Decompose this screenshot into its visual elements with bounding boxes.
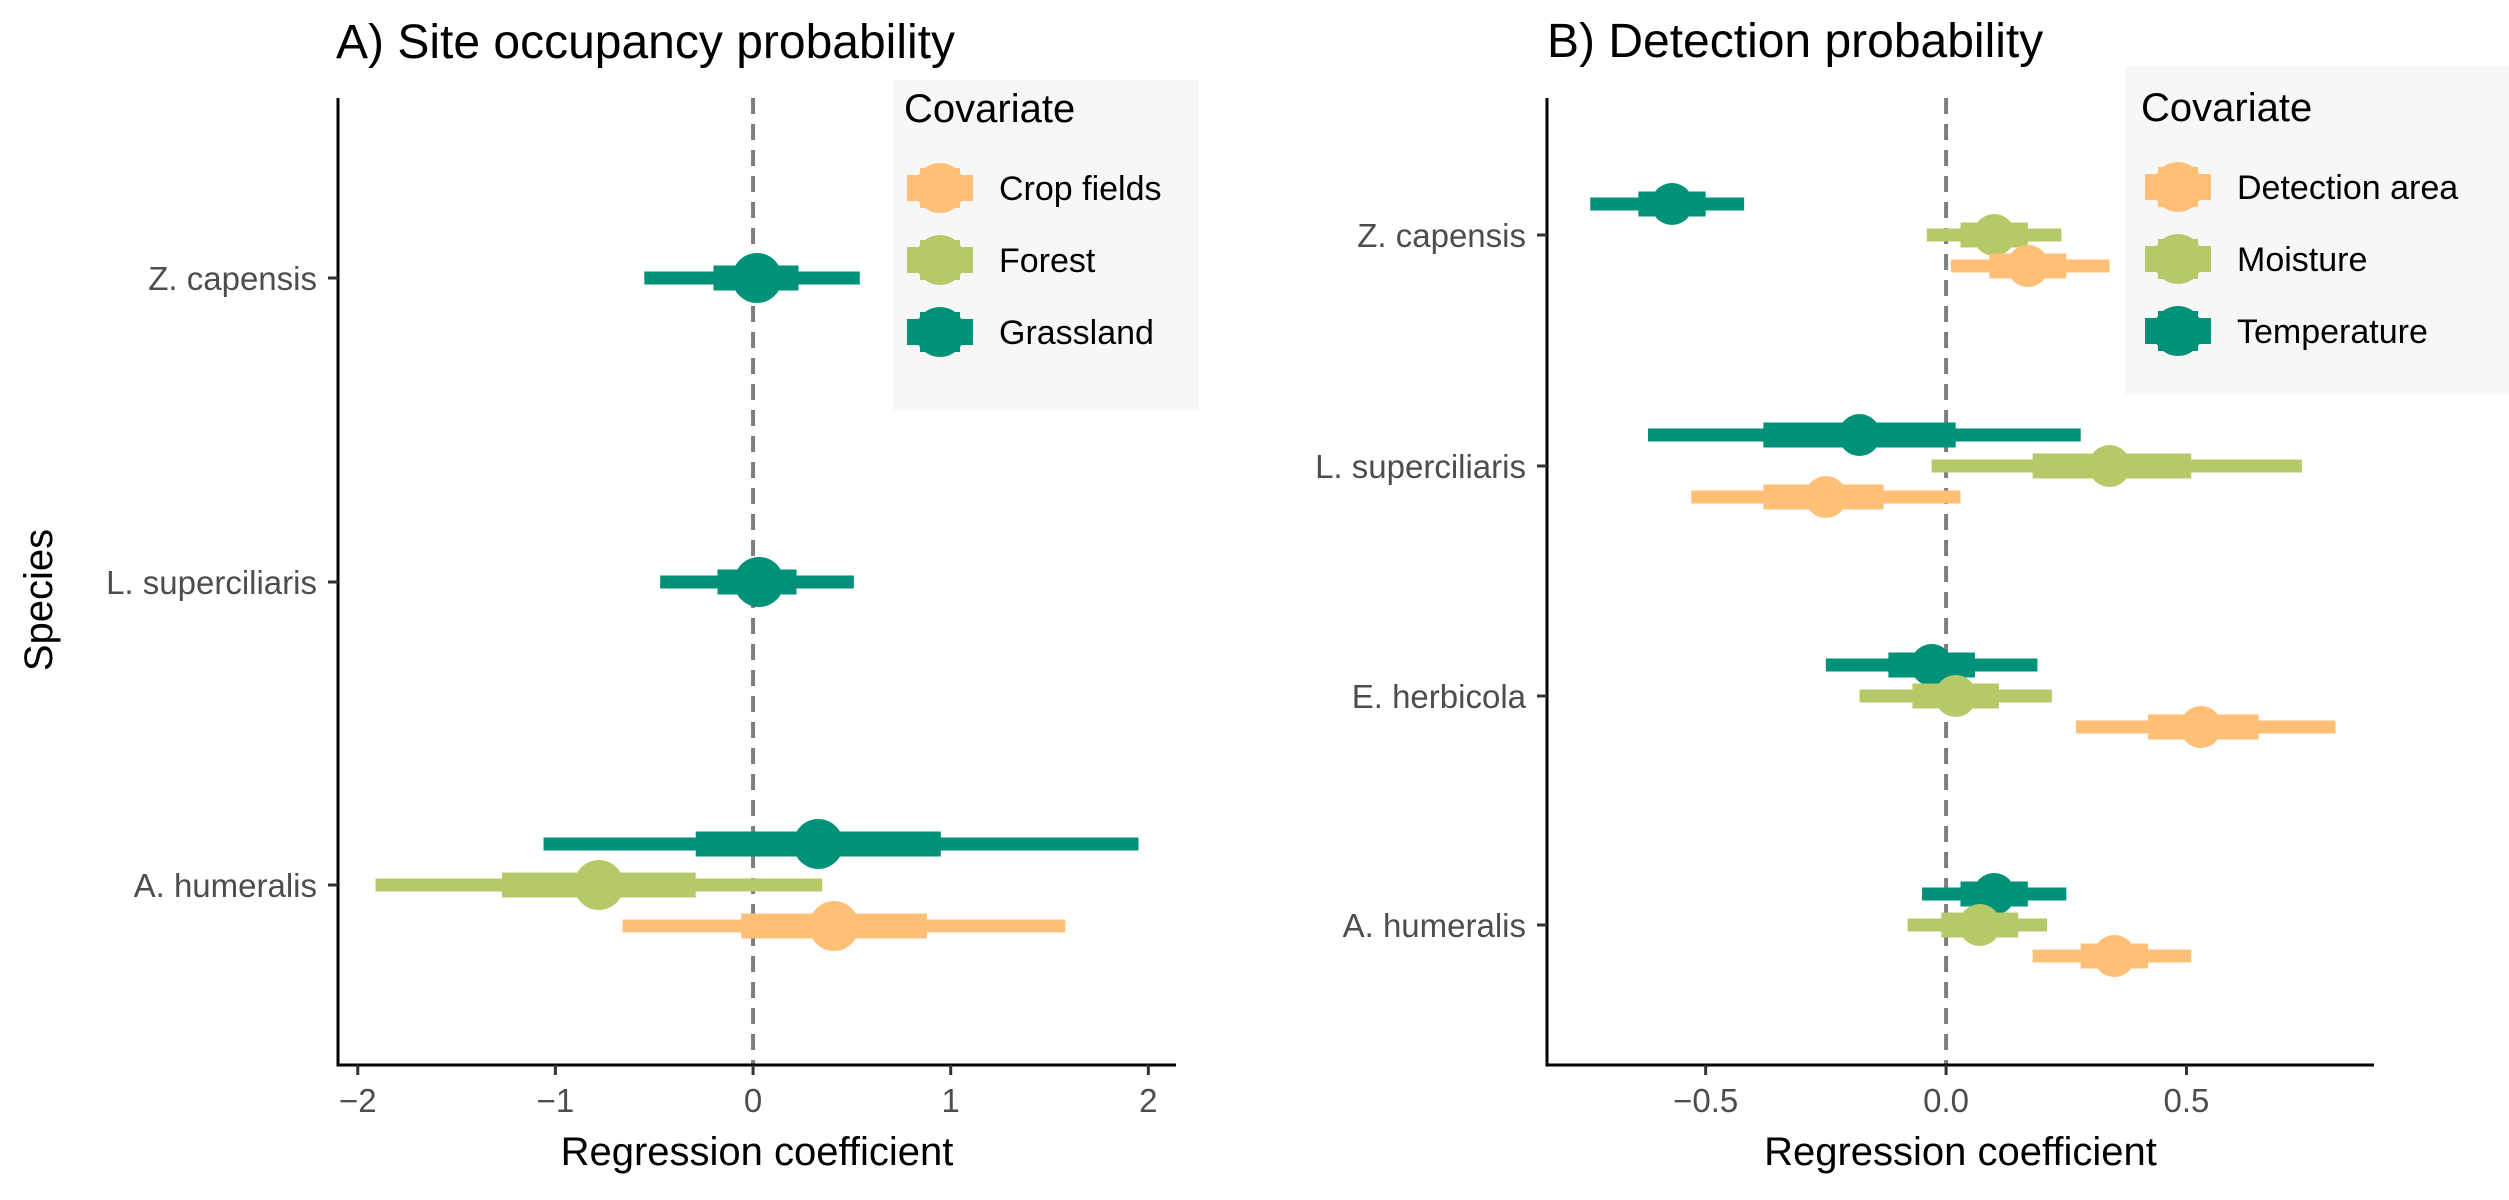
point-estimate: [1804, 476, 1847, 518]
p1-y-tick-label-e-herbicola: E. herbicola: [1352, 678, 1527, 715]
point-estimate: [1651, 183, 1694, 225]
p0-legend-title: Covariate: [904, 87, 1075, 131]
p1-estimate-detection-area-l-superciliaris: [1691, 476, 1961, 518]
p1-y-tick-label-a-humeralis: A. humeralis: [1343, 907, 1526, 944]
p1-legend-label-detection-area: Detection area: [2237, 169, 2458, 207]
p1-estimate-moisture-z-capensis: [1926, 214, 2062, 256]
point-estimate: [2088, 445, 2131, 487]
p1-legend-label-temperature: Temperature: [2237, 313, 2428, 351]
p0-x-tick-label: 1: [942, 1082, 960, 1119]
point-estimate: [1910, 644, 1953, 686]
point-estimate: [793, 819, 844, 869]
point-estimate: [1934, 675, 1977, 717]
p0-estimate-crop-fields-a-humeralis: [622, 901, 1066, 951]
point-estimate: [809, 901, 860, 951]
legend-key-dot: [915, 163, 965, 213]
p1-legend-title: Covariate: [2141, 86, 2312, 130]
p0-y-tick-label-a-humeralis: A. humeralis: [134, 867, 317, 904]
p1-estimate-moisture-l-superciliaris: [1931, 445, 2302, 487]
p0-estimate-grassland-l-superciliaris: [660, 557, 854, 607]
legend-key-dot: [915, 235, 965, 285]
p1-y-tick-label-z-capensis: Z. capensis: [1357, 217, 1526, 254]
p1-legend-label-moisture: Moisture: [2237, 241, 2367, 279]
p1-estimate-temperature-a-humeralis: [1922, 873, 2067, 915]
p0-legend-key-forest: [907, 235, 973, 285]
point-estimate: [1958, 904, 2001, 946]
legend-key-dot: [2153, 306, 2203, 356]
p0-legend-key-grassland: [907, 307, 973, 357]
point-estimate: [2093, 935, 2136, 977]
p0-legend-label-crop-fields: Crop fields: [999, 170, 1162, 208]
point-estimate: [2179, 706, 2222, 748]
point-estimate: [732, 253, 782, 303]
p0-legend: Covariate Crop fields Forest Grassland: [893, 80, 1199, 410]
p0-x-axis-title: Regression coefficient: [561, 1130, 954, 1174]
p0-legend-key-crop-fields: [907, 163, 973, 213]
p1-estimate-temperature-l-superciliaris: [1647, 414, 2081, 456]
p1-legend-key-moisture: [2145, 234, 2211, 284]
p1-panel-title: B) Detection probability: [1547, 15, 2043, 68]
p0-x-tick-label: 0: [744, 1082, 762, 1119]
p0-estimate-forest-a-humeralis: [375, 860, 823, 910]
p1-legend-key-detection-area: [2145, 162, 2211, 212]
p1-estimate-temperature-z-capensis: [1590, 183, 1745, 225]
p0-y-tick-label-z-capensis: Z. capensis: [148, 260, 317, 297]
p0-x-tick-label: −2: [339, 1082, 377, 1119]
p0-estimate-grassland-z-capensis: [644, 253, 860, 303]
point-estimate: [1973, 214, 2016, 256]
p1-legend: Covariate Detection area Moisture Temperatu…: [2125, 66, 2509, 394]
species-axis-title: Species: [17, 529, 61, 671]
p1-y-tick-label-l-superciliaris: L. superciliaris: [1315, 448, 1526, 485]
point-estimate: [1838, 414, 1881, 456]
p0-legend-label-grassland: Grassland: [999, 314, 1154, 352]
legend-key-dot: [2153, 162, 2203, 212]
p0-x-tick-label: 2: [1139, 1082, 1157, 1119]
panel-site-occupancy: A) Site occupancy probability −2 −1 0 1 2 Regr…: [106, 16, 1199, 1174]
p1-x-tick-label: 0.5: [2164, 1082, 2210, 1119]
p0-x-tick-label: −1: [537, 1082, 575, 1119]
p1-estimate-detection-area-a-humeralis: [2032, 935, 2192, 977]
p1-x-tick-label: 0.0: [1923, 1082, 1969, 1119]
p1-estimate-detection-area-z-capensis: [1950, 245, 2110, 287]
p1-estimate-moisture-a-humeralis: [1907, 904, 2048, 946]
point-estimate: [2006, 245, 2049, 287]
legend-key-dot: [2153, 234, 2203, 284]
p1-legend-key-temperature: [2145, 306, 2211, 356]
legend-key-dot: [915, 307, 965, 357]
point-estimate: [573, 860, 624, 910]
p0-panel-title: A) Site occupancy probability: [336, 16, 955, 69]
p1-x-axis-title: Regression coefficient: [1764, 1130, 2157, 1174]
p0-legend-label-forest: Forest: [999, 242, 1096, 280]
p1-x-tick-label: −0.5: [1673, 1082, 1738, 1119]
p1-estimate-moisture-e-herbicola: [1859, 675, 2052, 717]
p1-estimate-detection-area-e-herbicola: [2075, 706, 2336, 748]
p0-estimate-grassland-a-humeralis: [543, 819, 1139, 869]
point-estimate: [733, 557, 784, 607]
p1-estimate-temperature-e-herbicola: [1825, 644, 2038, 686]
p0-y-tick-label-l-superciliaris: L. superciliaris: [106, 564, 317, 601]
panel-detection-probability: B) Detection probability −0.5 0.0 0.5Regres…: [1315, 15, 2509, 1174]
